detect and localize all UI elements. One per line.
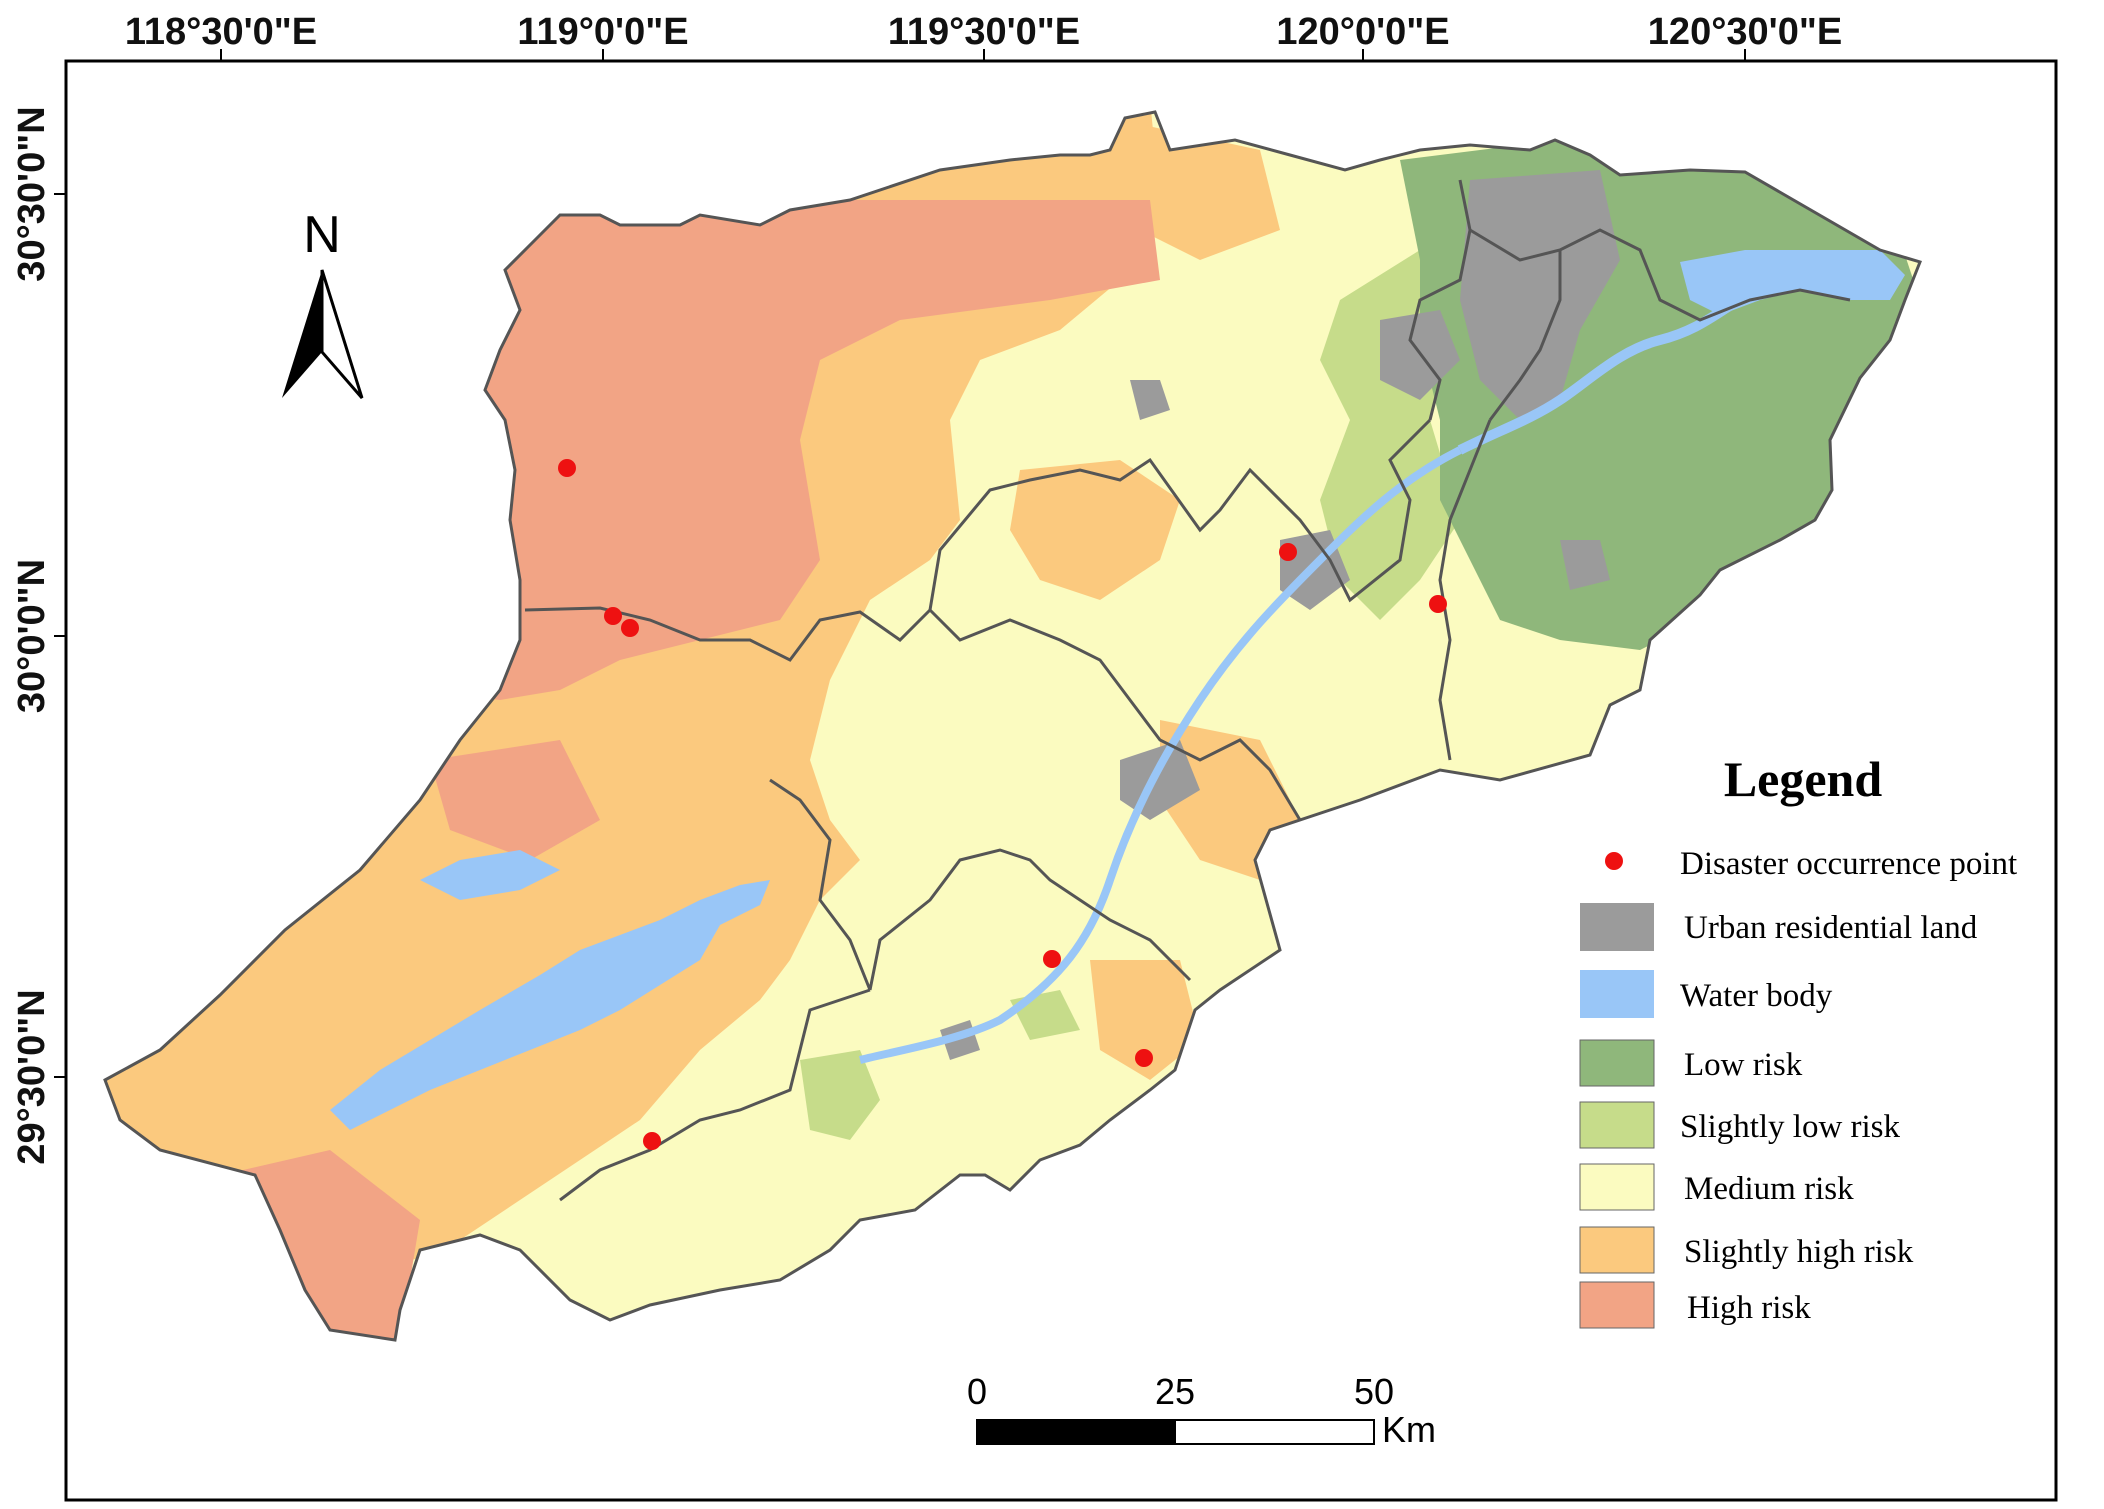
scale-bar-black-segment (976, 1419, 1176, 1445)
longitude-label: 120°30'0"E (1648, 11, 1842, 53)
slightly-low-risk-zone (800, 1050, 880, 1140)
north-arrow-label: N (303, 206, 341, 264)
disaster-point[interactable] (1043, 950, 1061, 968)
legend-swatch (1579, 1281, 1655, 1329)
longitude-labels: 118°30'0"E 119°0'0"E 119°30'0"E 120°0'0"… (125, 11, 1842, 53)
north-arrow-icon (282, 270, 322, 398)
longitude-label: 119°0'0"E (517, 11, 688, 53)
map-frame (64, 59, 2058, 1502)
disaster-points (558, 459, 1447, 1150)
scale-bar: 0 25 50 Km (967, 1371, 1436, 1450)
longitude-label: 120°0'0"E (1276, 11, 1449, 53)
legend-label: Medium risk (1684, 1171, 1854, 1207)
latitude-label: 29°30'0"N (11, 989, 53, 1164)
legend: Legend Disaster occurrence point Urban r… (1579, 751, 2017, 1329)
graticule-ticks (54, 49, 1746, 1078)
river (859, 446, 1462, 1064)
water-body (420, 850, 560, 900)
slightly-high-risk-zone (1090, 960, 1200, 1080)
legend-label: Slightly low risk (1680, 1109, 1901, 1145)
legend-label: Urban residential land (1684, 910, 1978, 946)
latitude-labels: 30°30'0"N 30°0'0"N 29°30'0"N (11, 106, 53, 1164)
disaster-point[interactable] (1429, 595, 1447, 613)
legend-title: Legend (1724, 751, 1883, 807)
legend-label: Water body (1680, 978, 1833, 1014)
north-arrow-icon (320, 269, 364, 399)
legend-label: Slightly high risk (1684, 1234, 1914, 1270)
scale-tick-label: 0 (967, 1371, 987, 1412)
slightly-high-risk-zone (1120, 120, 1280, 260)
water-body (330, 880, 770, 1130)
legend-swatch (1580, 903, 1654, 951)
longitude-label: 118°30'0"E (125, 11, 317, 53)
north-arrow: N (282, 206, 364, 399)
disaster-point[interactable] (1135, 1049, 1153, 1067)
legend-swatch (1579, 1226, 1655, 1274)
legend-swatch (1580, 970, 1654, 1018)
scale-tick-label: 50 (1354, 1371, 1394, 1412)
latitude-label: 30°0'0"N (11, 559, 53, 713)
river (1457, 295, 1743, 455)
legend-label: High risk (1687, 1290, 1811, 1326)
slightly-high-risk-zone (1010, 460, 1180, 600)
scale-tick-label: 25 (1155, 1371, 1195, 1412)
urban-area (1560, 540, 1610, 590)
urban-area (1130, 380, 1170, 420)
legend-label: Disaster occurrence point (1680, 846, 2017, 882)
scale-unit-label: Km (1382, 1409, 1436, 1450)
scale-bar-white-segment (1174, 1419, 1375, 1445)
disaster-point[interactable] (1279, 543, 1297, 561)
legend-label: Low risk (1684, 1047, 1803, 1083)
disaster-point[interactable] (604, 607, 622, 625)
disaster-point[interactable] (558, 459, 576, 477)
urban-area (1460, 170, 1620, 420)
legend-swatch (1579, 1101, 1655, 1149)
high-risk-zone (430, 740, 600, 860)
latitude-label: 30°30'0"N (11, 106, 53, 281)
legend-swatch (1579, 1039, 1655, 1087)
disaster-point[interactable] (621, 619, 639, 637)
legend-swatch (1579, 1163, 1655, 1211)
high-risk-zone (420, 200, 1160, 700)
disaster-point[interactable] (643, 1132, 661, 1150)
longitude-label: 119°30'0"E (888, 11, 1080, 53)
district-boundaries (103, 110, 1922, 1342)
legend-point-swatch (1605, 852, 1623, 870)
